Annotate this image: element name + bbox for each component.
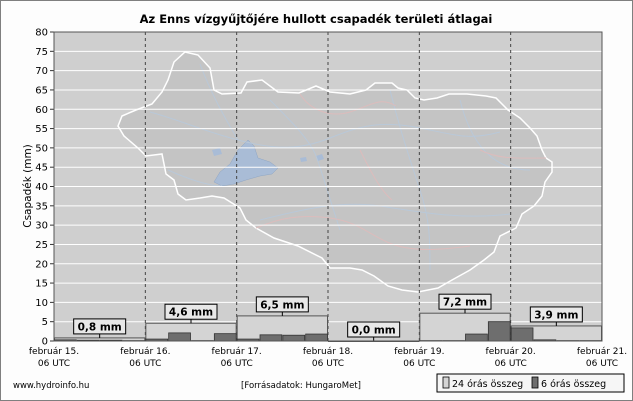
y-tick-label: 0 bbox=[42, 337, 48, 348]
website-credit: www.hydroinfo.hu bbox=[13, 381, 89, 391]
six-hour-bar bbox=[487, 321, 511, 342]
value-label: 3,9 mm bbox=[534, 309, 578, 321]
y-tick-label: 10 bbox=[35, 298, 48, 309]
six-hour-bar bbox=[259, 334, 283, 342]
x-tick-label-hour: 06 UTC bbox=[129, 359, 161, 369]
legend-swatch-24h bbox=[442, 376, 450, 389]
y-tick-label: 55 bbox=[35, 124, 48, 135]
y-tick-label: 65 bbox=[35, 85, 48, 96]
region-border bbox=[359, 149, 393, 201]
lake-mark bbox=[213, 139, 279, 187]
y-tick-label: 35 bbox=[35, 201, 48, 212]
six-hour-bar bbox=[282, 334, 306, 342]
x-tick-label-day: február 16. bbox=[120, 347, 170, 357]
value-label: 0,8 mm bbox=[78, 321, 122, 333]
legend-box bbox=[436, 373, 625, 393]
legend-label-24h: 24 órás összeg bbox=[452, 379, 523, 390]
legend-swatch-6h bbox=[531, 376, 539, 389]
y-tick-label: 50 bbox=[35, 143, 48, 154]
six-hour-bar bbox=[213, 333, 237, 342]
region-border bbox=[299, 93, 397, 115]
x-tick-labels: február 15. 06 UTC február 16. 06 UTC februá… bbox=[29, 347, 627, 369]
y-tick-label: 70 bbox=[35, 66, 48, 77]
x-tick-label-hour: 06 UTC bbox=[221, 359, 253, 369]
value-labels: 0,8 mm 4,6 mm 6,5 mm 0,0 mm 7,2 mm 3,9 mm bbox=[73, 293, 583, 341]
lake-mark bbox=[316, 154, 324, 161]
x-tick-label-hour: 06 UTC bbox=[312, 359, 344, 369]
region-border bbox=[255, 215, 471, 250]
river-line bbox=[269, 99, 341, 231]
river-line bbox=[459, 99, 531, 171]
x-tick-label-hour: 06 UTC bbox=[403, 359, 435, 369]
region-border bbox=[479, 149, 547, 159]
x-tick-label-hour: 06 UTC bbox=[38, 359, 70, 369]
y-tick-label: 60 bbox=[35, 105, 48, 116]
x-tick-label-hour: 06 UTC bbox=[586, 359, 618, 369]
river-line bbox=[199, 63, 239, 141]
value-label: 7,2 mm bbox=[443, 297, 487, 309]
x-tick-label-day: február 17. bbox=[212, 347, 262, 357]
river-line bbox=[167, 169, 223, 187]
x-tick-label-day: február 21. bbox=[577, 347, 627, 357]
six-hour-bar bbox=[168, 332, 191, 342]
x-tick-label-day: február 20. bbox=[486, 347, 536, 357]
x-tick-label-hour: 06 UTC bbox=[495, 359, 527, 369]
data-source: [Forrásadatok: HungaroMet] bbox=[241, 381, 361, 391]
river-line bbox=[149, 111, 501, 148]
y-tick-label: 20 bbox=[35, 259, 48, 270]
watershed-area bbox=[117, 51, 553, 293]
grid-lines bbox=[54, 32, 602, 341]
value-label: 0,0 mm bbox=[352, 325, 396, 337]
six-hour-bar bbox=[305, 333, 328, 342]
x-tick-label-day: február 15. bbox=[29, 347, 79, 357]
value-label: 4,6 mm bbox=[169, 307, 213, 319]
lake-mark bbox=[300, 157, 307, 162]
y-tick-label: 80 bbox=[35, 28, 48, 39]
basin-map-image bbox=[117, 51, 553, 293]
y-tick-label: 40 bbox=[35, 182, 48, 193]
y-tick-label: 30 bbox=[35, 221, 48, 232]
lake-mark bbox=[212, 148, 222, 156]
legend: 24 órás összeg 6 órás összeg bbox=[436, 373, 625, 393]
x-tick-label-day: február 19. bbox=[394, 347, 444, 357]
y-tick-label: 75 bbox=[35, 47, 48, 58]
y-tick-label: 5 bbox=[42, 317, 48, 328]
y-tick-label: 15 bbox=[35, 279, 48, 290]
y-axis-label: Csapadék (mm) bbox=[22, 144, 34, 228]
six-hour-bar bbox=[465, 333, 488, 342]
plot-border bbox=[53, 31, 603, 342]
y-tick-label: 45 bbox=[35, 163, 48, 174]
x-tick-label-day: február 18. bbox=[303, 347, 353, 357]
six-hour-bar bbox=[510, 327, 534, 342]
y-tick-labels: 0 5 10 15 20 25 30 35 40 45 50 55 60 65 70 75 80 bbox=[35, 28, 54, 348]
value-label: 6,5 mm bbox=[260, 299, 304, 311]
y-tick-label: 25 bbox=[35, 240, 48, 251]
river-line bbox=[389, 89, 431, 271]
legend-label-6h: 6 órás összeg bbox=[541, 379, 606, 390]
chart-title: Az Enns vízgyűjtőjére hullott csapadék t… bbox=[140, 12, 493, 26]
